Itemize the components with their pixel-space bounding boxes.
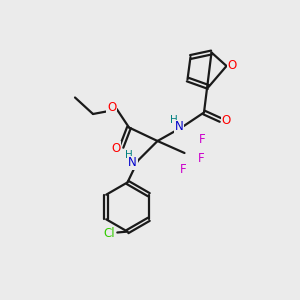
Text: F: F <box>199 133 206 146</box>
Text: F: F <box>180 163 186 176</box>
Text: Cl: Cl <box>103 226 115 240</box>
Text: O: O <box>107 100 116 114</box>
Text: H: H <box>125 150 133 160</box>
Text: O: O <box>227 59 236 72</box>
Text: O: O <box>221 114 230 127</box>
Text: H: H <box>170 115 178 125</box>
Text: F: F <box>198 152 204 166</box>
Text: O: O <box>112 142 121 155</box>
Text: N: N <box>128 156 137 170</box>
Text: N: N <box>175 120 184 134</box>
